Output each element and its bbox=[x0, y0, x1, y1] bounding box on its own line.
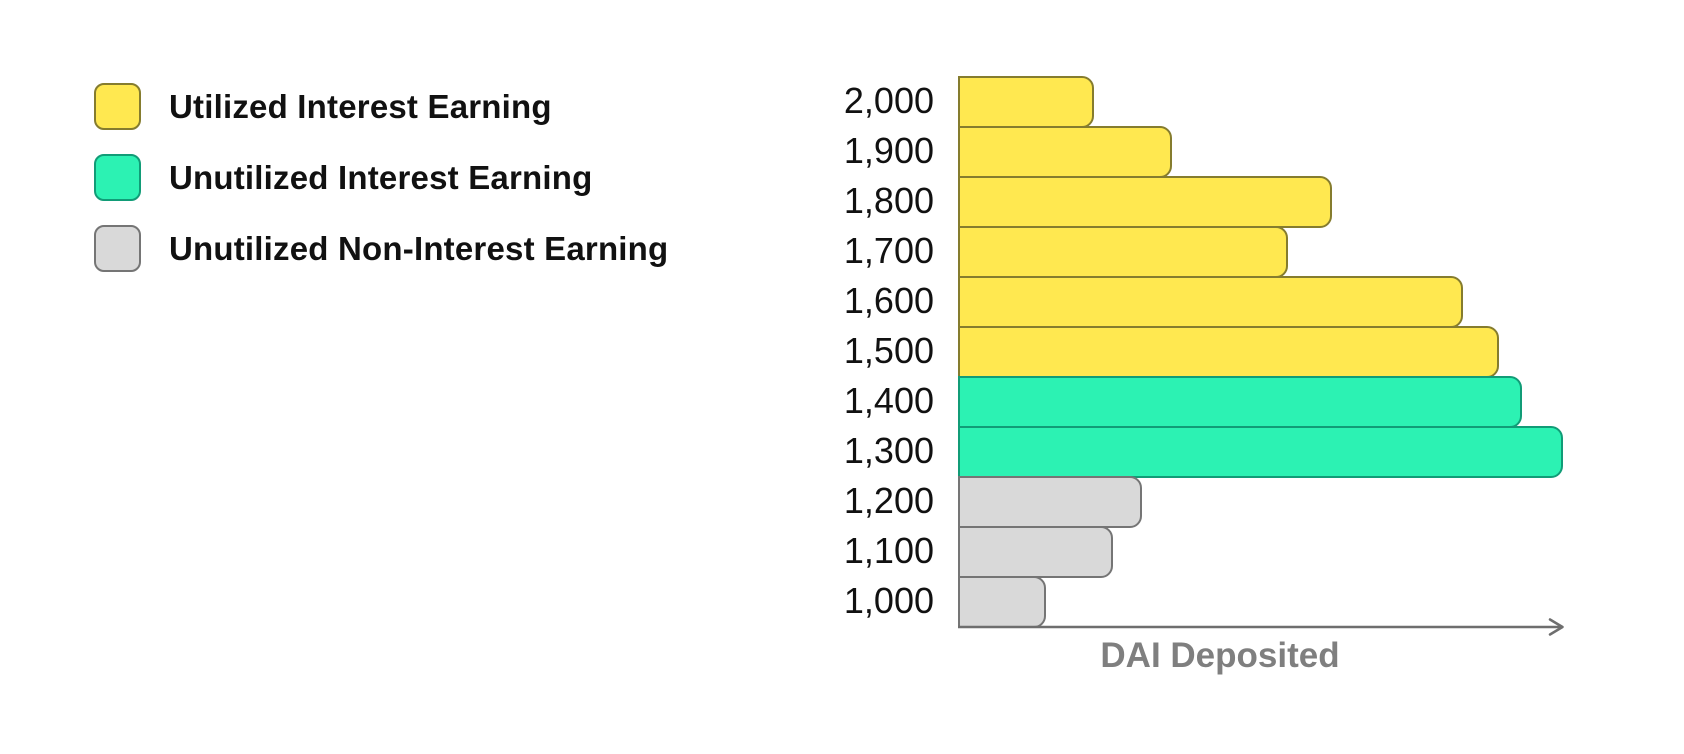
bar bbox=[958, 426, 1563, 478]
y-tick-label: 1,200 bbox=[843, 480, 934, 521]
y-tick-label: 1,700 bbox=[843, 230, 934, 271]
y-tick-label: 1,500 bbox=[843, 330, 934, 371]
bar bbox=[958, 376, 1522, 428]
chart-plot-area: 2,000 1,900 1,800 1,700 1,600 1,500 1,400 1,300… bbox=[0, 76, 1684, 628]
bar bbox=[958, 176, 1332, 228]
legend-swatch bbox=[94, 225, 141, 272]
chart-row: 1,800 bbox=[0, 176, 1684, 228]
y-tick-label: 1,000 bbox=[843, 580, 934, 621]
legend-item-label: Utilized Interest Earning bbox=[169, 87, 552, 125]
y-tick-label: 1,800 bbox=[843, 180, 934, 221]
chart-row: 1,200 bbox=[0, 476, 1684, 528]
chart-row: 1,100 bbox=[0, 526, 1684, 578]
y-tick-label: 1,900 bbox=[843, 130, 934, 171]
y-tick-label: 1,100 bbox=[843, 530, 934, 571]
bar bbox=[958, 76, 1095, 128]
x-axis-line bbox=[958, 618, 1564, 636]
chart-row: 1,600 bbox=[0, 276, 1684, 328]
chart-row: 1,500 bbox=[0, 326, 1684, 378]
y-tick-label: 1,600 bbox=[843, 280, 934, 321]
bar bbox=[958, 126, 1173, 178]
chart-row: 1,700 bbox=[0, 226, 1684, 278]
legend-item-label: Unutilized Interest Earning bbox=[169, 158, 593, 196]
legend-swatch bbox=[94, 83, 141, 130]
bar bbox=[958, 476, 1142, 528]
chart-row: 1,900 bbox=[0, 126, 1684, 178]
legend-item: Unutilized Interest Earning bbox=[94, 154, 668, 201]
legend-swatch bbox=[94, 154, 141, 201]
legend-item-label: Unutilized Non-Interest Earning bbox=[169, 229, 669, 267]
bar bbox=[958, 276, 1464, 328]
y-tick-label: 1,300 bbox=[843, 430, 934, 471]
chart-row: 2,000 bbox=[0, 76, 1684, 128]
bar bbox=[958, 326, 1499, 378]
x-axis-arrow-icon bbox=[1548, 618, 1564, 636]
y-tick-label: 2,000 bbox=[843, 80, 934, 121]
bar bbox=[958, 226, 1288, 278]
chart-row: 1,400 bbox=[0, 376, 1684, 428]
legend: Utilized Interest Earning Unutilized Inte… bbox=[94, 83, 668, 296]
x-axis-title: DAI Deposited bbox=[1100, 636, 1340, 675]
chart-row: 1,300 bbox=[0, 426, 1684, 478]
y-tick-label: 1,400 bbox=[843, 380, 934, 421]
legend-item: Utilized Interest Earning bbox=[94, 83, 668, 130]
legend-item: Unutilized Non-Interest Earning bbox=[94, 225, 668, 272]
bar bbox=[958, 526, 1113, 578]
